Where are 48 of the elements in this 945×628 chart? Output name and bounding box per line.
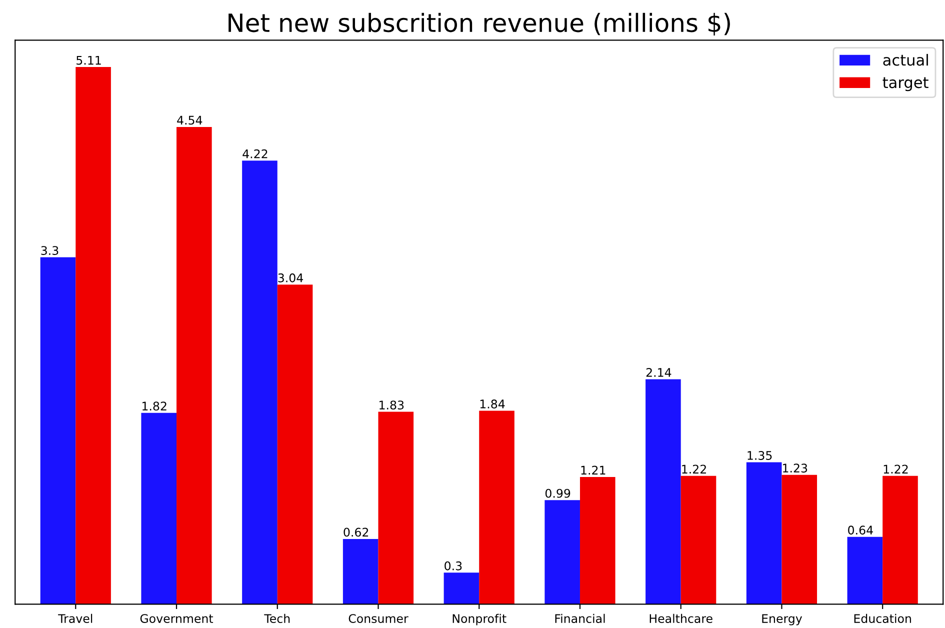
bar [680,476,716,604]
bar [141,412,177,604]
bar [746,462,782,604]
bar [176,126,212,604]
bar [342,538,378,604]
x-tick-label: Consumer [348,614,408,623]
data-label: 2.14 [646,368,672,377]
x-tick-label: Travel [58,614,92,623]
data-label: 0.3 [444,561,462,570]
bar [76,67,111,604]
x-tick-label: Nonprofit [452,614,506,626]
data-label: 0.62 [344,528,368,537]
data-label: 1.82 [142,402,166,411]
bar [882,476,918,604]
data-label: 1.83 [380,400,404,410]
legend-label: target [882,77,928,92]
bar [580,476,616,604]
data-label: 3.3 [41,246,58,255]
data-label: 4.22 [242,149,268,158]
bar [40,257,76,604]
x-tick-label: Healthcare [650,614,712,623]
bar [544,500,580,604]
bar [782,474,818,604]
data-label: 0.64 [848,526,873,535]
bar [242,160,278,604]
bar [646,379,681,604]
data-label: 1.84 [480,400,505,408]
chart-title: Net new subscrition revenue (millions $) [228,12,730,36]
x-tick-label: Education [854,614,911,623]
bar [847,536,883,604]
x-tick-label: Energy [762,614,802,626]
bar [479,410,514,604]
data-label: 4.54 [177,116,202,125]
data-label: 1.22 [884,464,908,474]
legend-label: actual [883,54,928,66]
data-label: 3.04 [278,273,303,282]
data-label: 1.23 [783,464,808,473]
data-label: 5.11 [76,56,101,65]
data-label: 0.99 [545,488,570,498]
data-label: 1.22 [682,464,706,474]
x-tick-label: Financial [555,614,605,623]
bar [378,412,414,604]
x-tick-label: Government [140,614,214,623]
x-tick-label: Tech [264,614,290,623]
data-label: 1.21 [581,466,606,475]
data-label: 1.35 [748,451,772,460]
bar [444,572,480,604]
bar [277,284,313,604]
